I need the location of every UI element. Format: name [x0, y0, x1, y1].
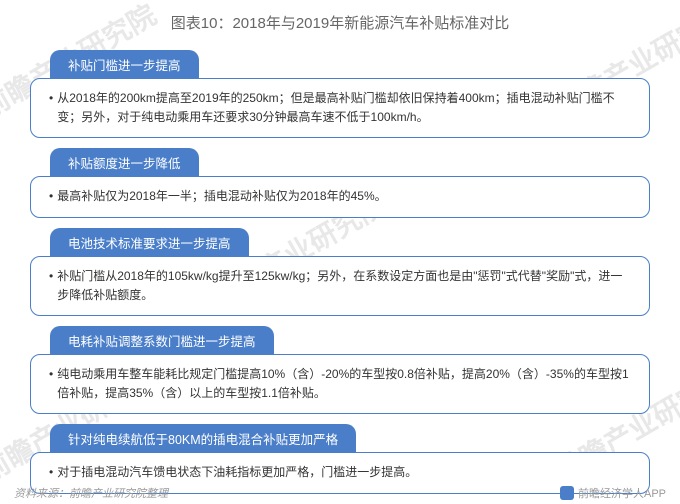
section-header: 补贴额度进一步降低	[50, 148, 199, 177]
content-area: 补贴门槛进一步提高 从2018年的200km提高至2019年的250km；但是最…	[0, 49, 680, 494]
section-3: 电池技术标准要求进一步提高 补贴门槛从2018年的105kw/kg提升至125k…	[30, 227, 650, 316]
section-body: 最高补贴仅为2018年一半；插电混动补贴仅为2018年的45%。	[30, 176, 650, 217]
section-body: 纯电动乘用车整车能耗比规定门槛提高10%（含）-20%的车型按0.8倍补贴，提高…	[30, 354, 650, 414]
section-header: 电耗补贴调整系数门槛进一步提高	[50, 326, 274, 355]
section-header: 补贴门槛进一步提高	[50, 50, 199, 79]
section-body: 从2018年的200km提高至2019年的250km；但是最高补贴门槛却依旧保持…	[30, 78, 650, 138]
section-header: 针对纯电续航低于80KM的插电混合补贴更加严格	[50, 424, 356, 453]
section-1: 补贴门槛进一步提高 从2018年的200km提高至2019年的250km；但是最…	[30, 49, 650, 138]
section-5: 针对纯电续航低于80KM的插电混合补贴更加严格 对于插电混动汽车馈电状态下油耗指…	[30, 423, 650, 493]
brand-icon	[560, 486, 574, 500]
footer-source: 资料来源：前瞻产业研究院整理	[14, 485, 168, 501]
footer: 资料来源：前瞻产业研究院整理 前瞻经济学人APP	[14, 485, 666, 501]
section-header: 电池技术标准要求进一步提高	[50, 228, 249, 257]
footer-brand-text: 前瞻经济学人APP	[578, 485, 666, 501]
section-4: 电耗补贴调整系数门槛进一步提高 纯电动乘用车整车能耗比规定门槛提高10%（含）-…	[30, 325, 650, 414]
section-2: 补贴额度进一步降低 最高补贴仅为2018年一半；插电混动补贴仅为2018年的45…	[30, 147, 650, 217]
chart-title: 图表10：2018年与2019年新能源汽车补贴标准对比	[0, 0, 680, 49]
footer-brand: 前瞻经济学人APP	[560, 485, 666, 501]
section-body: 补贴门槛从2018年的105kw/kg提升至125kw/kg；另外，在系数设定方…	[30, 256, 650, 316]
